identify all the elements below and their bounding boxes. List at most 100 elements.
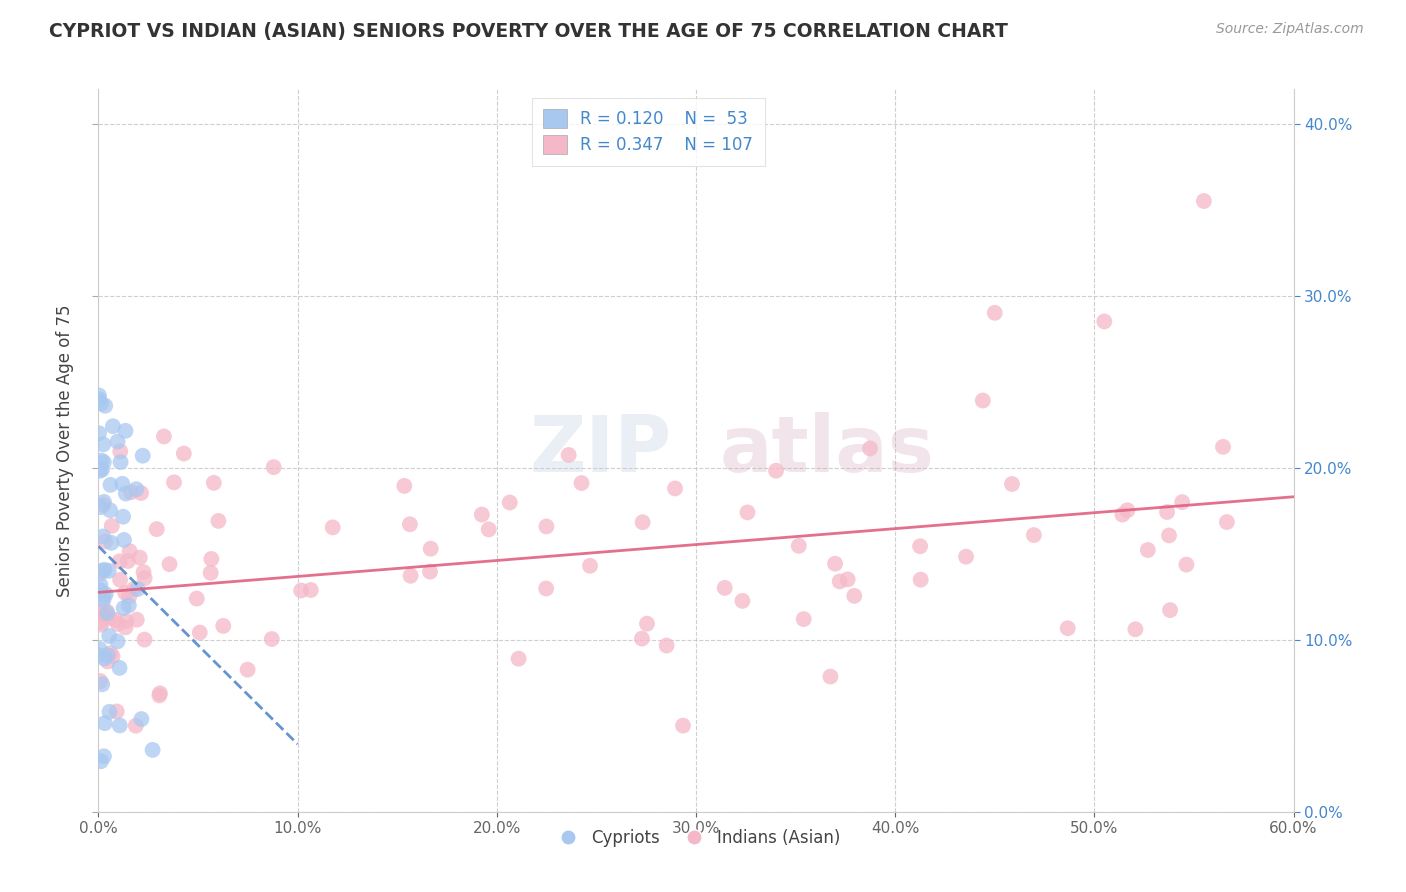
Point: [1022, 528, 1045, 542]
Point: [94, 716, 117, 731]
Point: [984, 306, 1007, 320]
Point: [534, 582, 557, 596]
Point: [90, 453, 112, 467]
Point: [188, 625, 211, 640]
Point: [1116, 503, 1139, 517]
Point: [104, 613, 127, 627]
Point: [631, 632, 654, 646]
Point: [132, 565, 155, 579]
Point: [1136, 543, 1159, 558]
Point: [200, 552, 222, 566]
Point: [186, 591, 208, 606]
Point: [93, 455, 115, 469]
Point: [557, 448, 579, 462]
Point: [87, 648, 110, 662]
Point: [910, 573, 932, 587]
Point: [96, 606, 118, 620]
Point: [90, 500, 112, 515]
Point: [419, 565, 441, 579]
Point: [93, 651, 115, 665]
Point: [89, 578, 111, 592]
Text: atlas: atlas: [720, 412, 935, 489]
Point: [955, 549, 977, 564]
Point: [1171, 495, 1194, 509]
Point: [299, 582, 322, 597]
Point: [90, 615, 112, 630]
Point: [110, 455, 132, 469]
Point: [478, 522, 501, 536]
Point: [972, 393, 994, 408]
Point: [394, 479, 416, 493]
Point: [94, 587, 117, 601]
Point: [655, 639, 678, 653]
Point: [765, 464, 787, 478]
Point: [112, 509, 135, 524]
Point: [149, 686, 172, 700]
Point: [87, 392, 110, 407]
Point: [737, 505, 759, 519]
Point: [1159, 603, 1181, 617]
Point: [96, 655, 118, 669]
Point: [101, 419, 124, 434]
Point: [87, 388, 110, 402]
Point: [290, 583, 312, 598]
Point: [93, 607, 115, 622]
Point: [93, 749, 115, 764]
Text: CYPRIOT VS INDIAN (ASIAN) SENIORS POVERTY OVER THE AGE OF 75 CORRELATION CHART: CYPRIOT VS INDIAN (ASIAN) SENIORS POVERT…: [49, 22, 1008, 41]
Point: [122, 582, 145, 596]
Point: [96, 605, 118, 619]
Point: [93, 588, 115, 602]
Point: [399, 568, 422, 582]
Point: [134, 571, 156, 585]
Point: [148, 689, 170, 703]
Point: [89, 566, 111, 581]
Point: [859, 442, 882, 456]
Point: [115, 486, 138, 500]
Point: [1001, 477, 1024, 491]
Point: [263, 460, 285, 475]
Point: [118, 544, 141, 558]
Point: [114, 586, 136, 600]
Point: [824, 557, 846, 571]
Point: [134, 632, 156, 647]
Point: [125, 613, 148, 627]
Point: [98, 705, 121, 719]
Point: [90, 617, 112, 632]
Point: [1092, 314, 1115, 328]
Point: [91, 498, 114, 512]
Point: [713, 581, 735, 595]
Point: [96, 648, 118, 662]
Point: [112, 533, 135, 547]
Point: [820, 670, 842, 684]
Point: [90, 396, 112, 410]
Point: [153, 429, 176, 443]
Point: [98, 503, 121, 517]
Point: [91, 437, 114, 451]
Point: [90, 754, 112, 768]
Point: [101, 649, 124, 664]
Point: [1192, 194, 1215, 208]
Point: [118, 599, 141, 613]
Point: [111, 476, 134, 491]
Point: [93, 495, 115, 509]
Point: [1156, 505, 1178, 519]
Point: [1111, 508, 1133, 522]
Point: [125, 719, 148, 733]
Point: [120, 485, 142, 500]
Point: [636, 616, 658, 631]
Point: [89, 642, 111, 657]
Point: [117, 554, 139, 568]
Point: [108, 661, 131, 675]
Point: [89, 464, 111, 478]
Point: [828, 574, 851, 589]
Point: [131, 449, 153, 463]
Point: [207, 514, 229, 528]
Point: [100, 519, 122, 533]
Point: [787, 539, 810, 553]
Point: [260, 632, 283, 646]
Point: [100, 478, 122, 492]
Point: [908, 539, 931, 553]
Point: [94, 399, 117, 413]
Point: [471, 508, 494, 522]
Point: [93, 593, 115, 607]
